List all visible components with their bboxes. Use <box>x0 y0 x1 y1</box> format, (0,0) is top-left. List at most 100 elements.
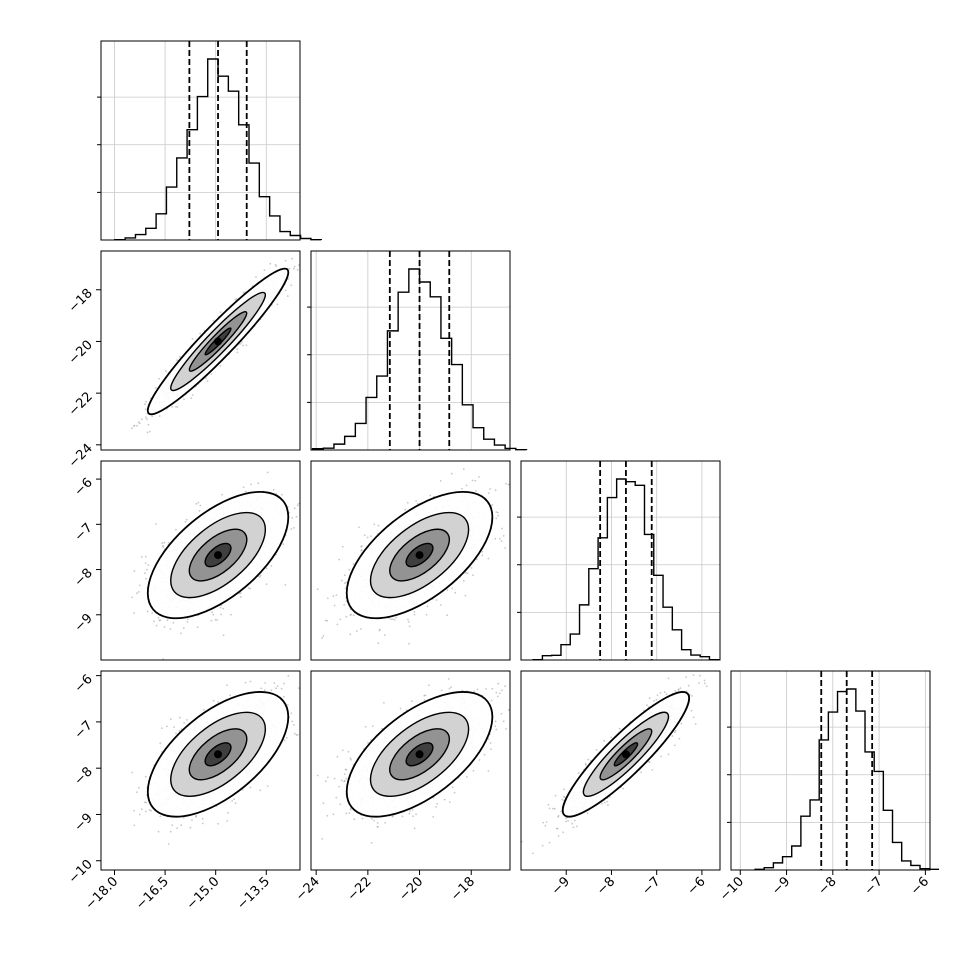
scatter-point <box>481 554 484 557</box>
histogram-frame-1 <box>310 250 511 451</box>
scatter-point <box>270 565 273 567</box>
panel-content-1-0 <box>131 245 313 434</box>
scatter-point <box>145 400 148 403</box>
scatter-point <box>472 574 474 576</box>
scatter-point <box>308 516 310 518</box>
scatter-point <box>413 613 416 616</box>
scatter-point <box>265 583 268 586</box>
scatter-point <box>163 626 166 628</box>
scatter-point <box>324 619 327 622</box>
density-peak <box>214 551 223 560</box>
scatter-point <box>155 523 157 525</box>
scatter-point <box>176 359 179 362</box>
scatter-point <box>167 541 170 544</box>
scatter-point <box>293 267 295 270</box>
scatter-point <box>296 246 298 248</box>
scatter-point <box>216 619 219 621</box>
scatter-point <box>158 619 161 622</box>
scatter-point <box>175 528 177 531</box>
scatter-point <box>191 394 194 396</box>
scatter-point <box>198 510 201 512</box>
scatter-point <box>235 297 238 300</box>
scatter-point <box>144 416 147 419</box>
scatter-point <box>247 587 250 589</box>
scatter-point <box>244 490 247 493</box>
scatter-point <box>230 613 232 616</box>
histogram-step-1 <box>311 268 528 451</box>
scatter-point <box>147 423 150 426</box>
scatter-point <box>286 295 289 297</box>
scatter-point <box>451 587 453 590</box>
scatter-point <box>275 265 277 268</box>
scatter-point <box>221 493 223 496</box>
scatter-point <box>136 424 138 427</box>
panel-content-2-1 <box>316 468 510 645</box>
scatter-point <box>145 577 148 580</box>
scatter-point <box>293 527 295 529</box>
scatter-point <box>137 421 140 424</box>
scatter-point <box>196 626 199 628</box>
scatter-point <box>504 547 506 549</box>
scatter-point <box>352 614 355 617</box>
scatter-point <box>259 576 261 578</box>
scatter-point <box>298 502 300 505</box>
scatter-point <box>197 501 200 504</box>
scatter-point <box>259 574 262 577</box>
scatter-point <box>166 619 169 621</box>
scatter-panel-2-1 <box>310 460 511 661</box>
density-peak <box>214 337 223 346</box>
scatter-point <box>214 619 217 621</box>
scatter-point <box>249 587 252 590</box>
scatter-point <box>158 377 161 380</box>
scatter-point <box>190 397 193 400</box>
scatter-point <box>494 489 497 491</box>
scatter-point <box>310 248 312 250</box>
scatter-point <box>140 418 143 421</box>
scatter-point <box>220 613 222 616</box>
scatter-point <box>383 634 386 636</box>
scatter-point <box>151 612 154 614</box>
panel-content-2-0 <box>131 471 310 660</box>
scatter-point <box>465 484 468 487</box>
scatter-point <box>169 628 172 630</box>
histogram-step-0 <box>114 58 322 241</box>
scatter-point <box>360 628 362 630</box>
scatter-point <box>288 267 291 270</box>
scatter-point <box>284 584 287 586</box>
scatter-point <box>358 526 360 529</box>
scatter-point <box>272 488 275 491</box>
scatter-point <box>144 555 147 558</box>
histogram-panel-2 <box>517 460 721 661</box>
scatter-point <box>408 642 410 645</box>
histogram-frame-0 <box>100 40 301 241</box>
scatter-point <box>311 245 313 247</box>
scatter-point <box>507 483 510 486</box>
scatter-point <box>349 633 352 636</box>
scatter-point <box>210 373 213 375</box>
scatter-point <box>158 415 161 417</box>
scatter-point <box>155 624 158 627</box>
scatter-point <box>340 579 343 582</box>
scatter-point <box>440 604 442 606</box>
scatter-point <box>131 427 134 430</box>
scatter-point <box>282 543 285 546</box>
scatter-point <box>206 380 209 382</box>
scatter-point <box>236 348 239 350</box>
scatter-point <box>239 592 242 594</box>
scatter-point <box>393 619 396 621</box>
scatter-point <box>239 343 242 345</box>
scatter-point <box>326 619 329 622</box>
scatter-point <box>172 621 175 624</box>
scatter-point <box>162 545 164 547</box>
scatter-point <box>239 596 242 598</box>
scatter-point <box>144 403 146 406</box>
scatter-point <box>138 584 141 587</box>
scatter-point <box>184 520 187 523</box>
scatter-point <box>180 632 183 635</box>
scatter-point <box>284 289 287 292</box>
scatter-point <box>308 252 310 254</box>
scatter-point <box>151 415 154 418</box>
scatter-point <box>212 319 215 322</box>
scatter-point <box>144 572 146 575</box>
